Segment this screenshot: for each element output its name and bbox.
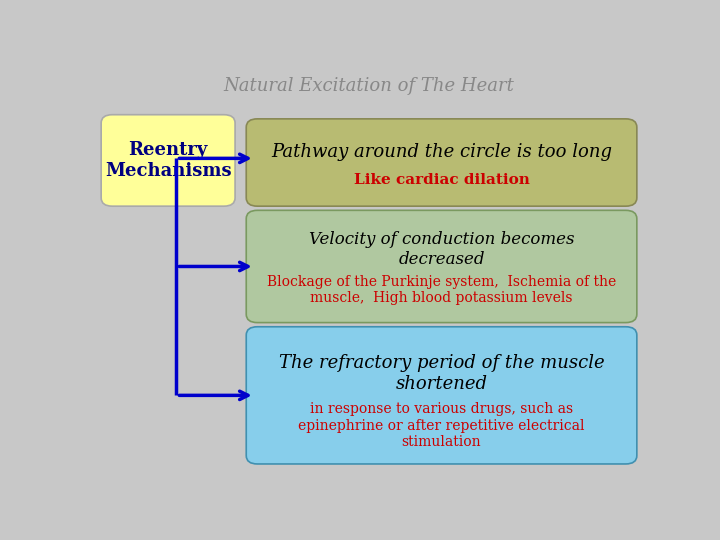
Text: in response to various drugs, such as
epinephrine or after repetitive electrical: in response to various drugs, such as ep… — [298, 402, 585, 449]
FancyBboxPatch shape — [246, 119, 637, 206]
Text: Pathway around the circle is too long: Pathway around the circle is too long — [271, 143, 612, 161]
FancyBboxPatch shape — [101, 114, 235, 206]
Text: Blockage of the Purkinje system,  Ischemia of the
muscle,  High blood potassium : Blockage of the Purkinje system, Ischemi… — [267, 275, 616, 306]
Text: The refractory period of the muscle
shortened: The refractory period of the muscle shor… — [279, 354, 604, 393]
Text: Natural Excitation of The Heart: Natural Excitation of The Heart — [224, 77, 514, 95]
FancyBboxPatch shape — [246, 210, 637, 322]
Text: Reentry
Mechanisms: Reentry Mechanisms — [105, 141, 231, 180]
Text: Velocity of conduction becomes
decreased: Velocity of conduction becomes decreased — [309, 231, 575, 267]
Text: Like cardiac dilation: Like cardiac dilation — [354, 173, 529, 187]
FancyBboxPatch shape — [246, 327, 637, 464]
